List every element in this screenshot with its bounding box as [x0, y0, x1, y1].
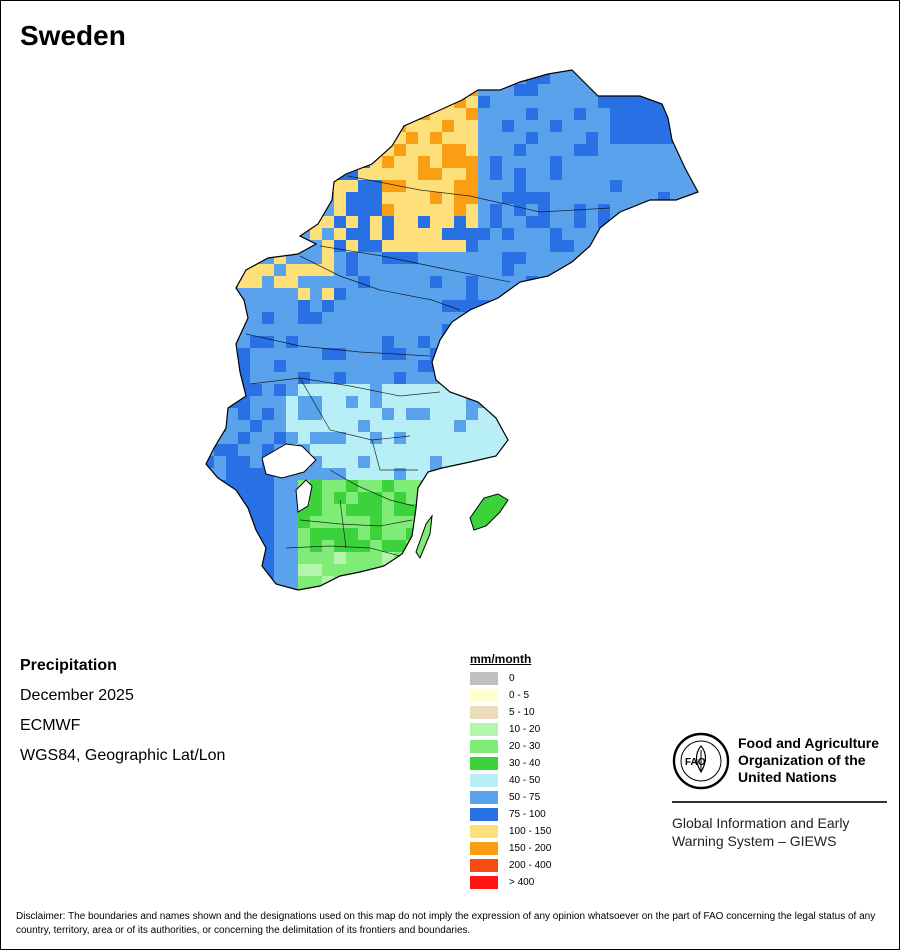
legend-label: 150 - 200: [509, 842, 552, 854]
giews-label: Global Information and Early Warning Sys…: [672, 815, 850, 849]
legend-item: 0: [470, 671, 515, 685]
legend-swatch: [470, 858, 498, 872]
legend-swatch: [470, 807, 498, 821]
source-label: ECMWF: [20, 717, 81, 734]
legend-item: 75 - 100: [470, 807, 546, 821]
legend-title: mm/month: [470, 652, 532, 666]
legend-item: 10 - 20: [470, 722, 540, 736]
legend-swatch: [470, 756, 498, 770]
legend-label: 5 - 10: [509, 706, 535, 718]
period-label: December 2025: [20, 687, 134, 704]
gotland-island: [469, 493, 509, 531]
legend-item: > 400: [470, 875, 534, 889]
lake-vanern: [261, 443, 317, 479]
legend-label: 0: [509, 672, 515, 684]
legend-label: 20 - 30: [509, 740, 541, 752]
legend-item: 150 - 200: [470, 841, 551, 855]
legend-label: 10 - 20: [509, 723, 541, 735]
legend-swatch: [470, 841, 498, 855]
svg-text:FAO: FAO: [685, 757, 706, 768]
legend-item: 0 - 5: [470, 688, 529, 702]
legend-swatch: [470, 773, 498, 787]
county-boundaries: [245, 175, 611, 557]
legend-item: 100 - 150: [470, 824, 551, 838]
legend-label: 40 - 50: [509, 774, 541, 786]
disclaimer-text: Disclaimer: The boundaries and names sho…: [16, 911, 876, 936]
legend-swatch: [470, 705, 498, 719]
legend-swatch: [470, 824, 498, 838]
legend-swatch: [470, 722, 498, 736]
variable-label: Precipitation: [20, 657, 117, 674]
legend-swatch: [470, 688, 498, 702]
legend-item: 20 - 30: [470, 739, 540, 753]
legend-label: > 400: [509, 876, 535, 888]
legend-label: 100 - 150: [509, 825, 552, 837]
legend-swatch: [470, 739, 498, 753]
projection-label: WGS84, Geographic Lat/Lon: [20, 747, 226, 764]
fao-logo-icon: FAO: [672, 732, 730, 790]
legend-item: 200 - 400: [470, 858, 551, 872]
legend-label: 30 - 40: [509, 757, 541, 769]
legend-label: 200 - 400: [509, 859, 552, 871]
legend-label: 0 - 5: [509, 689, 530, 701]
organization-divider: [672, 801, 887, 803]
precipitation-map: [205, 69, 699, 591]
legend-item: 30 - 40: [470, 756, 540, 770]
legend-item: 40 - 50: [470, 773, 540, 787]
legend-swatch: [470, 875, 498, 889]
lake-vattern: [295, 479, 313, 513]
legend-label: 50 - 75: [509, 791, 541, 803]
legend-swatch: [470, 790, 498, 804]
map-title: Sweden: [20, 20, 126, 51]
organization-name: Food and Agriculture Organization of the…: [738, 735, 880, 785]
legend-item: 5 - 10: [470, 705, 535, 719]
oland-island: [415, 514, 433, 560]
legend-item: 50 - 75: [470, 790, 540, 804]
legend-swatch: [470, 671, 498, 685]
legend-label: 75 - 100: [509, 808, 546, 820]
